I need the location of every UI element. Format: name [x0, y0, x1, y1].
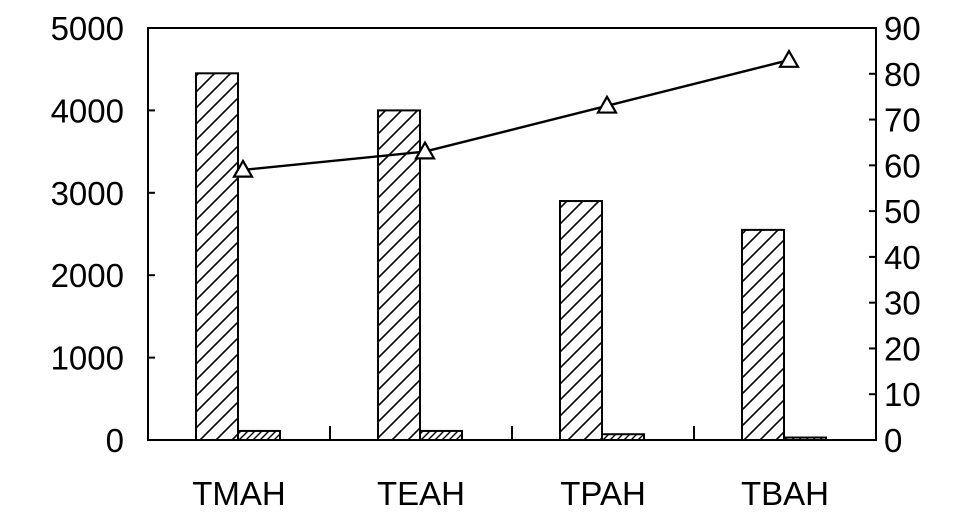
- left-y-axis: 0 1000 2000 3000 4000 5000: [51, 10, 155, 459]
- right-tick-label: 0: [884, 422, 902, 459]
- line-series-group: [234, 51, 798, 177]
- right-tick-label: 40: [884, 239, 921, 276]
- left-tick-label: 2000: [51, 257, 124, 294]
- bar-tbah-s2: [784, 438, 826, 440]
- line-series-path: [243, 60, 789, 170]
- right-tick-label: 30: [884, 285, 921, 322]
- right-tick-label: 90: [884, 10, 921, 47]
- left-tick-label: 4000: [51, 92, 124, 129]
- right-tick-label: 50: [884, 193, 921, 230]
- bar-series-group: [196, 73, 826, 440]
- category-label: TPAH: [560, 475, 646, 512]
- left-tick-label: 0: [106, 422, 124, 459]
- right-tick-label: 60: [884, 147, 921, 184]
- category-label: TEAH: [377, 475, 465, 512]
- category-label: TBAH: [741, 475, 829, 512]
- left-tick-label: 1000: [51, 340, 124, 377]
- bar-teah-s2: [420, 431, 462, 440]
- right-tick-label: 20: [884, 330, 921, 367]
- bar-teah-s1: [378, 110, 420, 440]
- bar-tpah-s2: [602, 434, 644, 440]
- x-axis: TMAH TEAH TPAH TBAH: [192, 426, 829, 512]
- line-point-marker-tbah: [780, 51, 798, 67]
- bar-tpah-s1: [560, 201, 602, 440]
- right-tick-label: 80: [884, 56, 921, 93]
- right-tick-label: 10: [884, 376, 921, 413]
- bar-tmah-s2: [238, 431, 280, 440]
- bar-tbah-s1: [742, 230, 784, 440]
- category-label: TMAH: [192, 475, 286, 512]
- bar-tmah-s1: [196, 73, 238, 440]
- right-tick-label: 70: [884, 102, 921, 139]
- left-tick-label: 5000: [51, 10, 124, 47]
- left-tick-label: 3000: [51, 175, 124, 212]
